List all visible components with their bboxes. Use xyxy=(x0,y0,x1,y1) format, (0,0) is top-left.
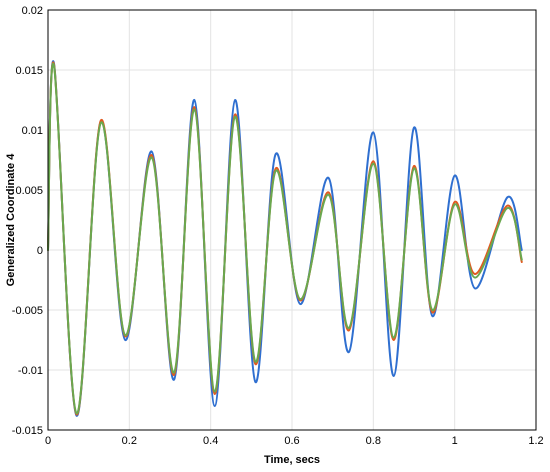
x-axis-title: Time, secs xyxy=(264,454,320,466)
tick-labels: 0 0.2 0.4 0.6 0.8 1 1.2 -0.015 -0.01 -0.005 0 0.005… xyxy=(12,5,544,447)
series-line-3 xyxy=(47,62,523,415)
plot-frame xyxy=(47,9,537,431)
y-tick-label: 0.01 xyxy=(22,125,43,137)
y-tick-label: 0.02 xyxy=(22,5,43,17)
x-tick-label: 0.6 xyxy=(284,435,299,447)
y-tick-label: 0.005 xyxy=(15,185,43,197)
x-tick-label: 0.4 xyxy=(203,435,218,447)
y-tick-label: 0.015 xyxy=(15,65,43,77)
series-group xyxy=(47,60,523,417)
x-tick-label: 0.8 xyxy=(366,435,381,447)
y-axis-title: Generalized Coordinate 4 xyxy=(5,153,17,287)
y-tick-label: -0.005 xyxy=(12,305,43,317)
x-tick-label: 0.2 xyxy=(122,435,137,447)
y-tick-label: -0.015 xyxy=(12,425,43,437)
x-tick-label: 1 xyxy=(452,435,458,447)
y-tick-label: -0.01 xyxy=(18,365,43,377)
y-tick-label: 0 xyxy=(37,245,43,257)
x-tick-label: 0 xyxy=(45,435,51,447)
x-tick-label: 1.2 xyxy=(528,435,543,447)
